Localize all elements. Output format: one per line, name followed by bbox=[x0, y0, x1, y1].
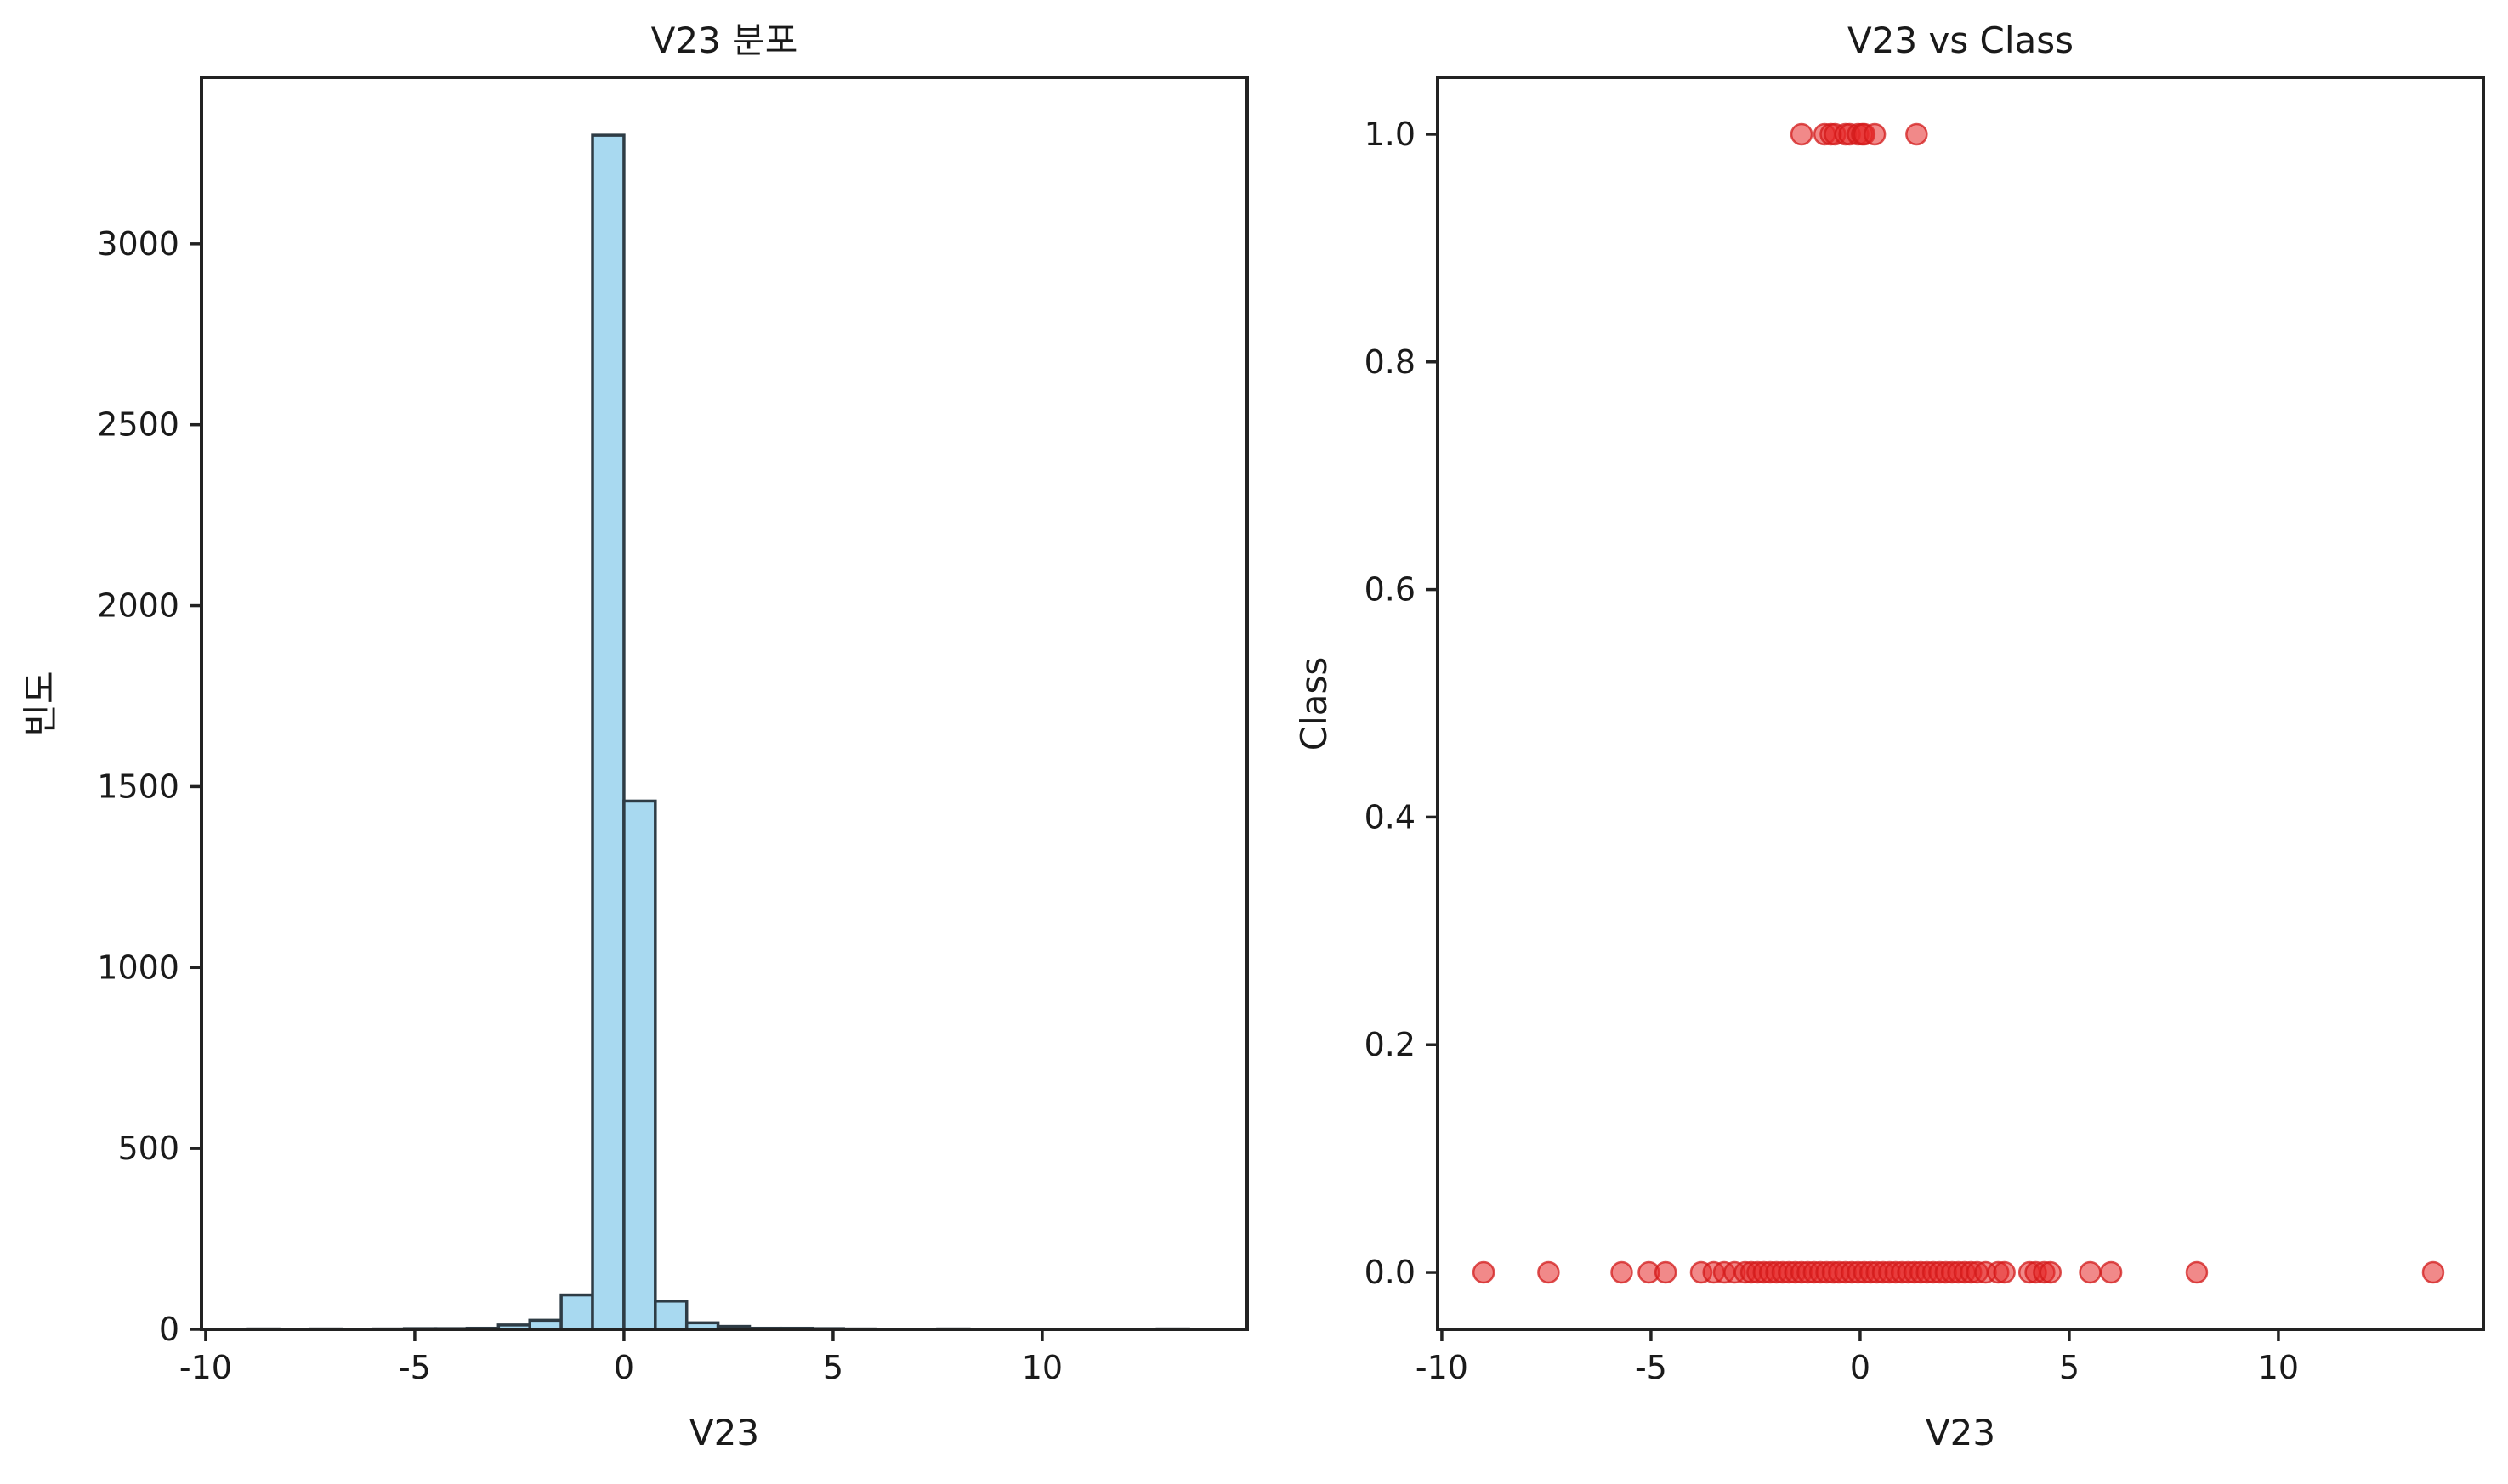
histogram-x-tick-label: 5 bbox=[823, 1349, 843, 1386]
scatter-y-tick-label: 0.6 bbox=[1365, 571, 1416, 609]
scatter-x-tick-label: -10 bbox=[1416, 1349, 1468, 1386]
histogram-bar bbox=[591, 133, 626, 1331]
histogram-x-tick-label: 0 bbox=[614, 1349, 634, 1386]
scatter-y-tick-label: 0.2 bbox=[1365, 1026, 1416, 1063]
scatter-point bbox=[2185, 1260, 2209, 1284]
scatter-x-ticks: -10 -5 0 5 10 bbox=[1416, 1329, 2299, 1386]
scatter-point bbox=[2079, 1260, 2102, 1284]
histogram-y-tick-label: 500 bbox=[117, 1130, 179, 1167]
scatter-x-tick-label: 0 bbox=[1850, 1349, 1870, 1386]
histogram-y-tick-label: 1500 bbox=[97, 767, 179, 805]
scatter-point bbox=[1610, 1260, 1633, 1284]
scatter-x-tick-label: -5 bbox=[1635, 1349, 1667, 1386]
scatter-y-tick-label: 0.0 bbox=[1365, 1254, 1416, 1291]
histogram-bar bbox=[559, 1293, 594, 1331]
histogram-y-tick-label: 2000 bbox=[97, 587, 179, 625]
scatter-point bbox=[2039, 1260, 2063, 1284]
scatter-point bbox=[1905, 122, 1928, 146]
scatter-point bbox=[1537, 1260, 1560, 1284]
scatter-axes-frame bbox=[1436, 76, 2485, 1331]
scatter-y-ticks: 0.0 0.2 0.4 0.6 0.8 1.0 bbox=[1365, 116, 1438, 1291]
histogram-axes-frame bbox=[200, 76, 1249, 1331]
histogram-y-tick-label: 2500 bbox=[97, 406, 179, 444]
histogram-y-label: 빈도 bbox=[20, 671, 61, 736]
histogram-bar bbox=[654, 1300, 689, 1331]
scatter-point bbox=[1472, 1260, 1495, 1284]
histogram-panel: V23 분포 -10 -5 0 5 10 0 500 1000 1500 2000 2500 300… bbox=[20, 20, 1249, 1453]
histogram-x-tick-label: 10 bbox=[1022, 1349, 1063, 1386]
histogram-x-ticks: -10 -5 0 5 10 bbox=[179, 1329, 1063, 1386]
scatter-point bbox=[1993, 1260, 2016, 1284]
histogram-y-tick-label: 1000 bbox=[97, 949, 179, 986]
scatter-title: V23 vs Class bbox=[1847, 20, 2074, 61]
scatter-x-tick-label: 10 bbox=[2258, 1349, 2299, 1386]
scatter-y-tick-label: 0.4 bbox=[1365, 798, 1416, 835]
scatter-y-tick-label: 0.8 bbox=[1365, 343, 1416, 381]
scatter-points bbox=[1472, 122, 2445, 1284]
histogram-y-ticks: 0 500 1000 1500 2000 2500 3000 bbox=[97, 225, 201, 1348]
histogram-bars bbox=[246, 133, 1190, 1331]
scatter-point bbox=[1863, 122, 1887, 146]
scatter-point bbox=[1654, 1260, 1677, 1284]
scatter-panel: V23 vs Class -10 -5 0 5 10 0.0 0.2 0.4 0.6 0.8 1.… bbox=[1293, 20, 2485, 1453]
histogram-y-tick-label: 3000 bbox=[97, 225, 179, 263]
scatter-point bbox=[2421, 1260, 2445, 1284]
histogram-title: V23 분포 bbox=[651, 20, 798, 61]
scatter-point bbox=[1790, 122, 1813, 146]
histogram-x-tick-label: -10 bbox=[179, 1349, 232, 1386]
scatter-point bbox=[2099, 1260, 2123, 1284]
scatter-x-label: V23 bbox=[1926, 1412, 1995, 1453]
scatter-y-label: Class bbox=[1293, 657, 1335, 751]
histogram-x-label: V23 bbox=[689, 1412, 759, 1453]
histogram-bar bbox=[622, 799, 657, 1331]
histogram-x-tick-label: -5 bbox=[399, 1349, 431, 1386]
scatter-y-tick-label: 1.0 bbox=[1365, 116, 1416, 153]
histogram-y-tick-label: 0 bbox=[159, 1311, 179, 1348]
scatter-x-tick-label: 5 bbox=[2059, 1349, 2080, 1386]
